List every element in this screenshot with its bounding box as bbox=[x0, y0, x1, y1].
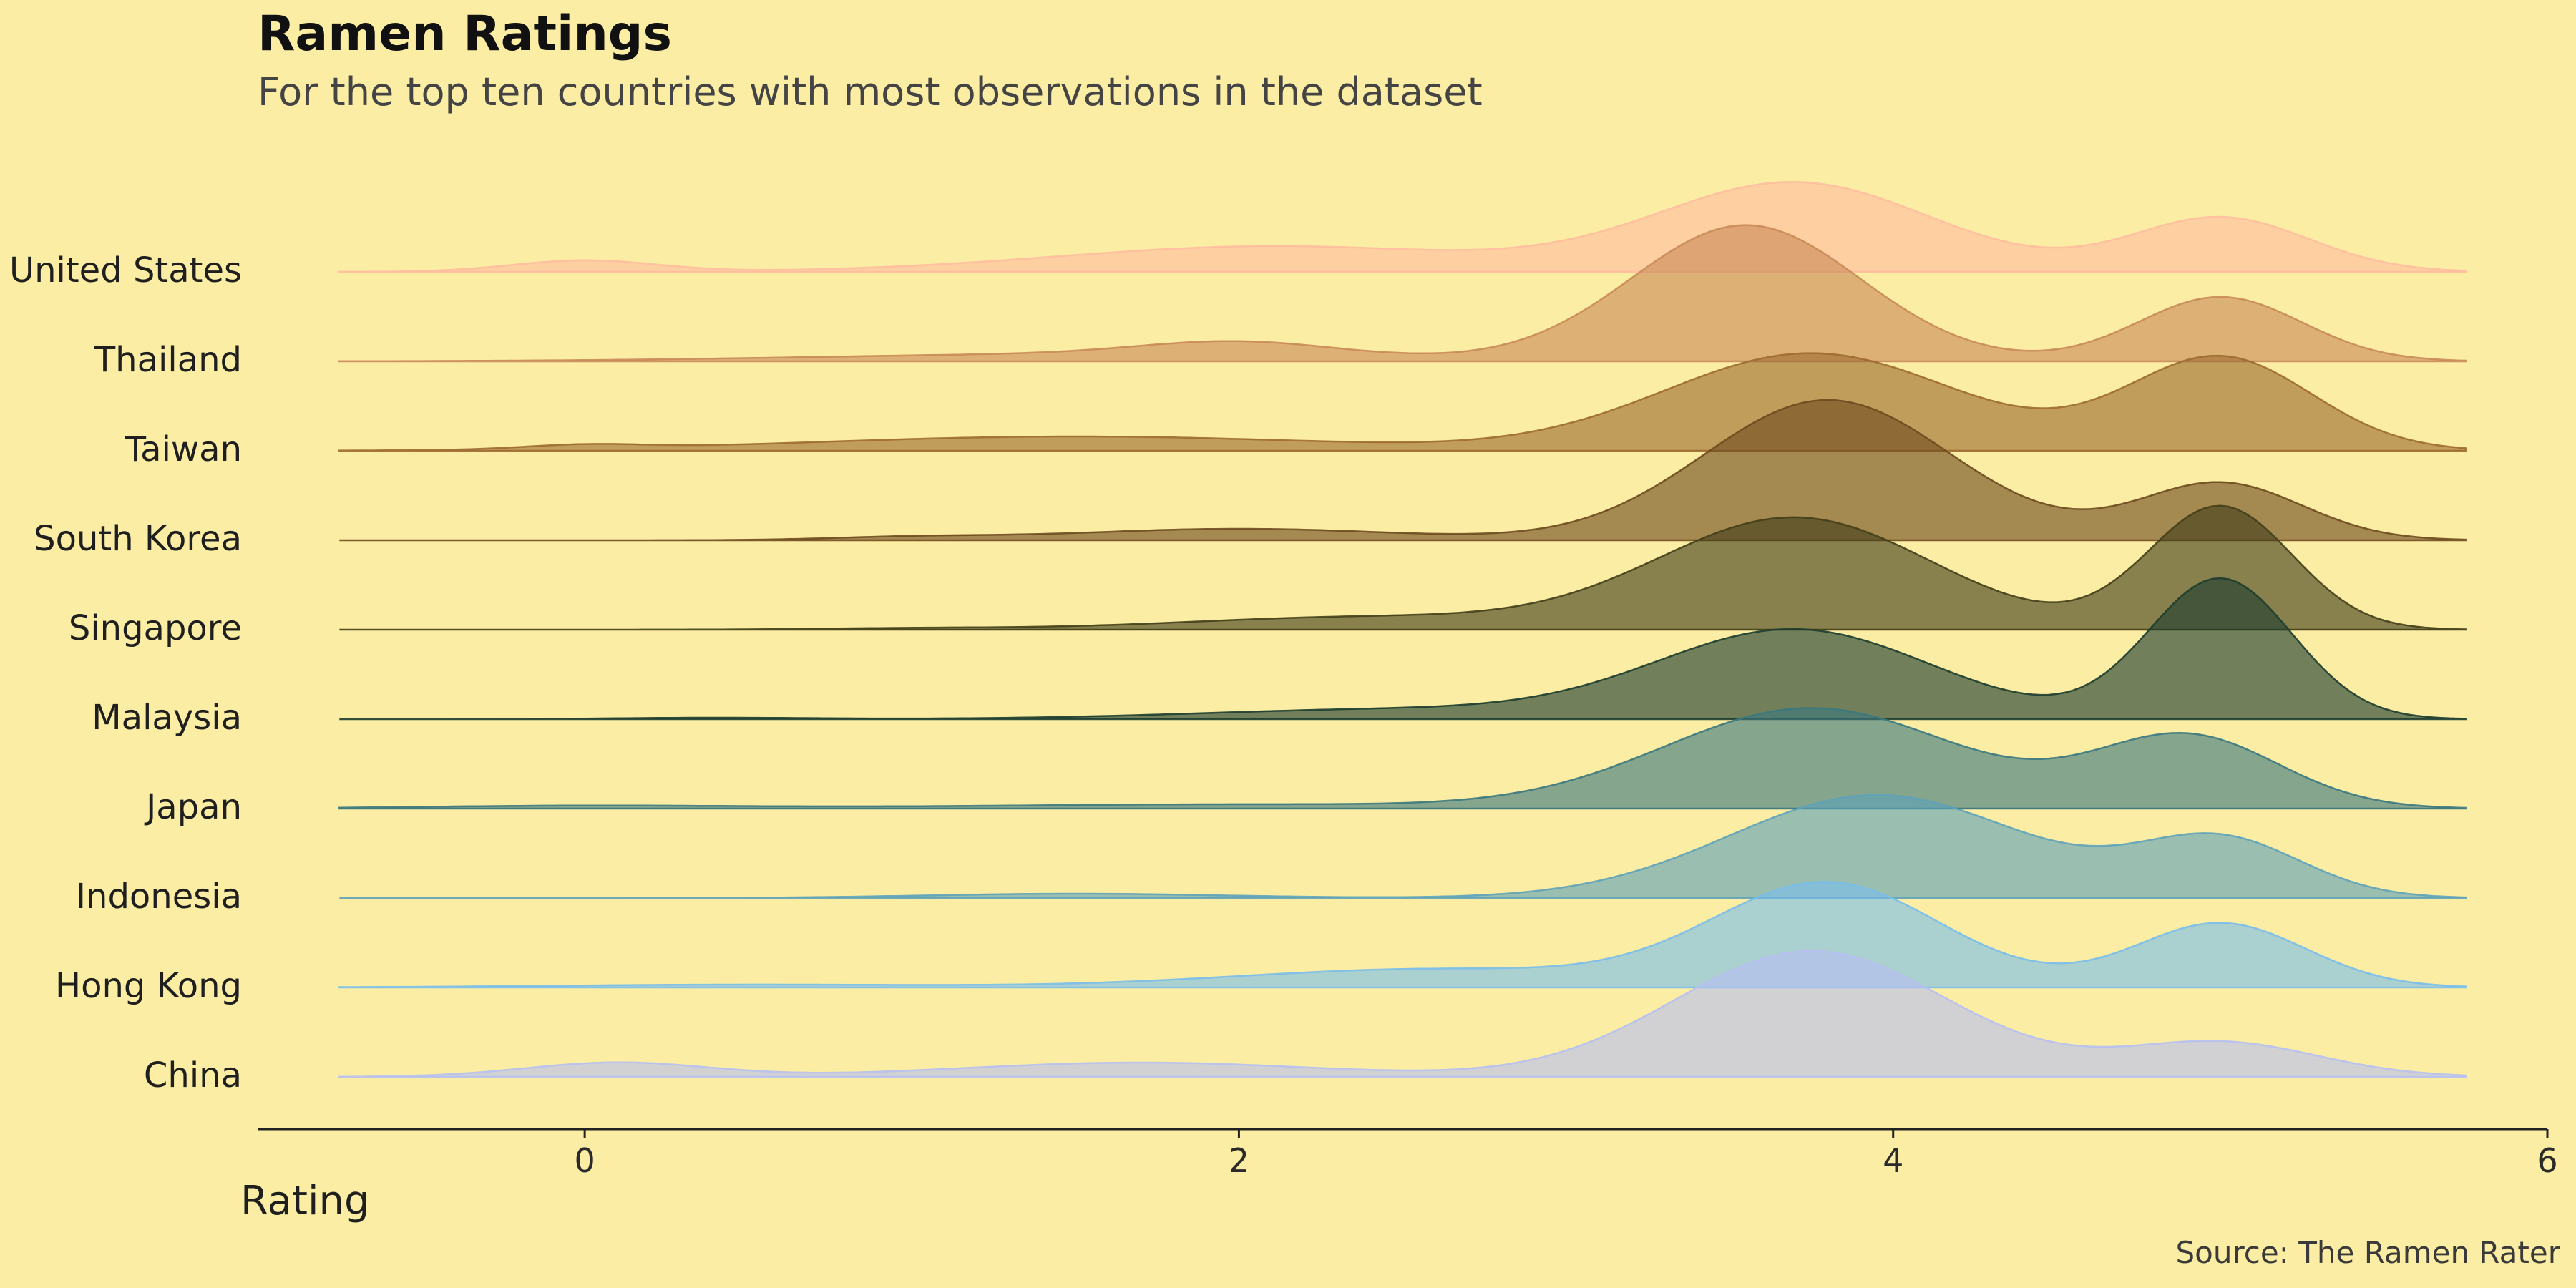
y-tick-label-south-korea: South Korea bbox=[34, 519, 242, 559]
ridges-group bbox=[338, 181, 2467, 1078]
y-tick-label-taiwan: Taiwan bbox=[125, 429, 242, 469]
y-tick-label-united-states: United States bbox=[9, 250, 242, 291]
source-caption: Source: The Ramen Rater bbox=[2175, 1235, 2560, 1270]
ridge-indonesia bbox=[339, 794, 2467, 899]
x-axis-ticks: 0 2 4 6 bbox=[575, 1129, 2558, 1180]
ridge-singapore bbox=[339, 504, 2467, 631]
chart-subtitle: For the top ten countries with most obse… bbox=[258, 69, 1483, 114]
x-tick-label-4: 4 bbox=[1883, 1141, 1903, 1180]
y-tick-label-hong-kong: Hong Kong bbox=[55, 966, 242, 1006]
y-tick-label-thailand: Thailand bbox=[94, 340, 242, 380]
ridge-japan bbox=[338, 707, 2467, 810]
chart-title: Ramen Ratings bbox=[258, 6, 672, 62]
y-tick-label-indonesia: Indonesia bbox=[76, 877, 242, 917]
y-tick-label-singapore: Singapore bbox=[69, 608, 242, 648]
ridge-south-korea bbox=[339, 399, 2467, 542]
ridge-thailand bbox=[338, 224, 2467, 363]
x-tick-label-6: 6 bbox=[2537, 1141, 2557, 1180]
y-tick-label-china: China bbox=[144, 1055, 242, 1096]
y-tick-label-japan: Japan bbox=[144, 787, 242, 827]
x-tick-label-0: 0 bbox=[575, 1141, 595, 1180]
ridge-taiwan bbox=[338, 352, 2467, 452]
ridge-china bbox=[338, 950, 2467, 1078]
y-tick-label-malaysia: Malaysia bbox=[92, 698, 242, 738]
x-tick-label-2: 2 bbox=[1229, 1141, 1249, 1180]
ridge-hong-kong bbox=[338, 881, 2467, 989]
ridge-malaysia bbox=[339, 577, 2467, 721]
ridge-united-states bbox=[338, 181, 2467, 273]
y-tick-labels: United States Thailand Taiwan South Korea Si… bbox=[9, 250, 242, 1096]
x-axis-title: Rating bbox=[240, 1178, 370, 1224]
